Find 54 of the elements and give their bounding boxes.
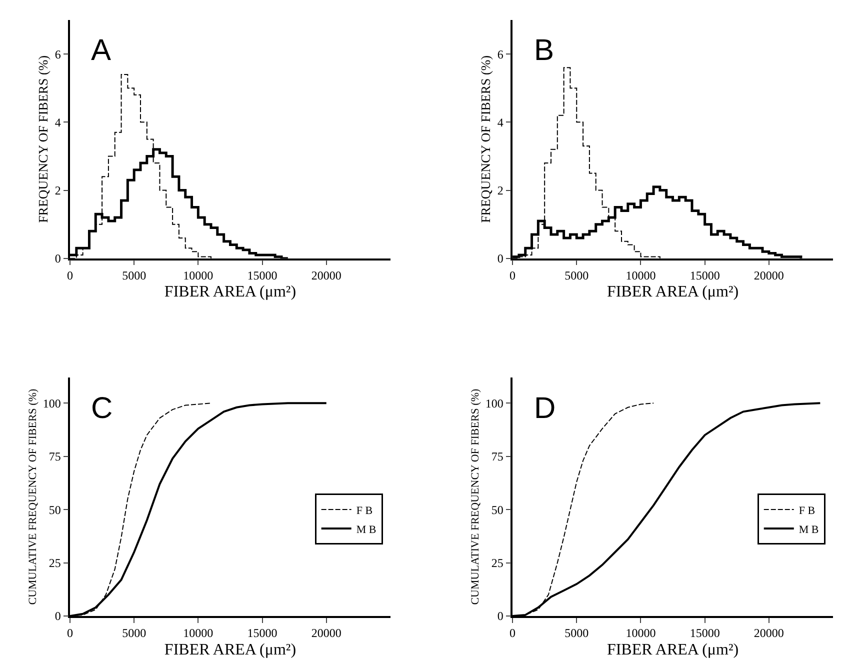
legend-label: F B — [798, 504, 816, 517]
x-tick-label: 0 — [510, 626, 516, 640]
y-tick-label: 2 — [497, 183, 504, 198]
annotation: D — [534, 392, 556, 425]
y-axis-title: CUMULATIVE FREQUENCY OF FIBERS (%) — [27, 388, 39, 605]
y-axis-title: FREQUENCY OF FIBERS (%) — [478, 55, 493, 223]
x-tick-label: 15000 — [247, 626, 278, 640]
x-axis-title: FIBER AREA (μm²) — [164, 284, 296, 301]
x-tick-label: 5000 — [564, 268, 589, 283]
y-tick-label: 50 — [491, 502, 504, 517]
y-tick-label: 6 — [54, 47, 61, 62]
y-tick-label: 2 — [54, 183, 61, 198]
x-axis-title: FIBER AREA (μm²) — [606, 641, 739, 658]
x-tick-label: 5000 — [122, 268, 146, 283]
y-tick-label: 100 — [42, 396, 61, 410]
y-tick-label: 0 — [54, 252, 61, 266]
y-axis-title: CUMULATIVE FREQUENCY OF FIBERS (%) — [470, 388, 482, 605]
x-axis-title: FIBER AREA (μm²) — [164, 641, 296, 658]
x-tick-label: 5000 — [122, 626, 146, 640]
y-axis-title: FREQUENCY OF FIBERS (%) — [35, 55, 50, 223]
y-tick-label: 25 — [491, 556, 504, 570]
x-tick-label: 20000 — [754, 268, 784, 283]
x-tick-label: 15000 — [690, 268, 720, 283]
annotation: A — [91, 34, 112, 67]
y-tick-label: 75 — [48, 450, 61, 464]
x-tick-label: 15000 — [247, 268, 278, 283]
y-tick-label: 100 — [485, 396, 504, 410]
y-tick-label: 4 — [497, 115, 504, 130]
annotation: C — [91, 392, 113, 425]
x-tick-label: 10000 — [183, 268, 214, 283]
annotation: B — [534, 34, 554, 67]
y-tick-label: 4 — [54, 115, 61, 130]
x-tick-label: 0 — [67, 268, 73, 283]
x-tick-label: 20000 — [311, 626, 342, 640]
y-tick-label: 75 — [491, 450, 504, 464]
x-tick-label: 10000 — [183, 626, 214, 640]
y-tick-label: 50 — [48, 502, 61, 517]
y-tick-label: 6 — [497, 47, 504, 62]
x-tick-label: 0 — [510, 268, 516, 283]
x-tick-label: 10000 — [626, 626, 656, 640]
y-tick-label: 0 — [54, 609, 61, 624]
x-tick-label: 20000 — [754, 626, 784, 640]
x-axis-title: FIBER AREA (μm²) — [606, 284, 739, 301]
x-tick-label: 15000 — [690, 626, 720, 640]
x-tick-label: 5000 — [564, 626, 589, 640]
y-tick-label: 0 — [497, 609, 504, 624]
x-tick-label: 20000 — [311, 268, 342, 283]
legend-label: F B — [356, 504, 373, 517]
y-tick-label: 25 — [48, 556, 61, 570]
legend-label: M B — [798, 524, 819, 536]
x-tick-label: 10000 — [626, 268, 656, 283]
y-tick-label: 0 — [497, 252, 504, 266]
legend-label: M B — [356, 524, 376, 536]
x-tick-label: 0 — [67, 626, 73, 640]
